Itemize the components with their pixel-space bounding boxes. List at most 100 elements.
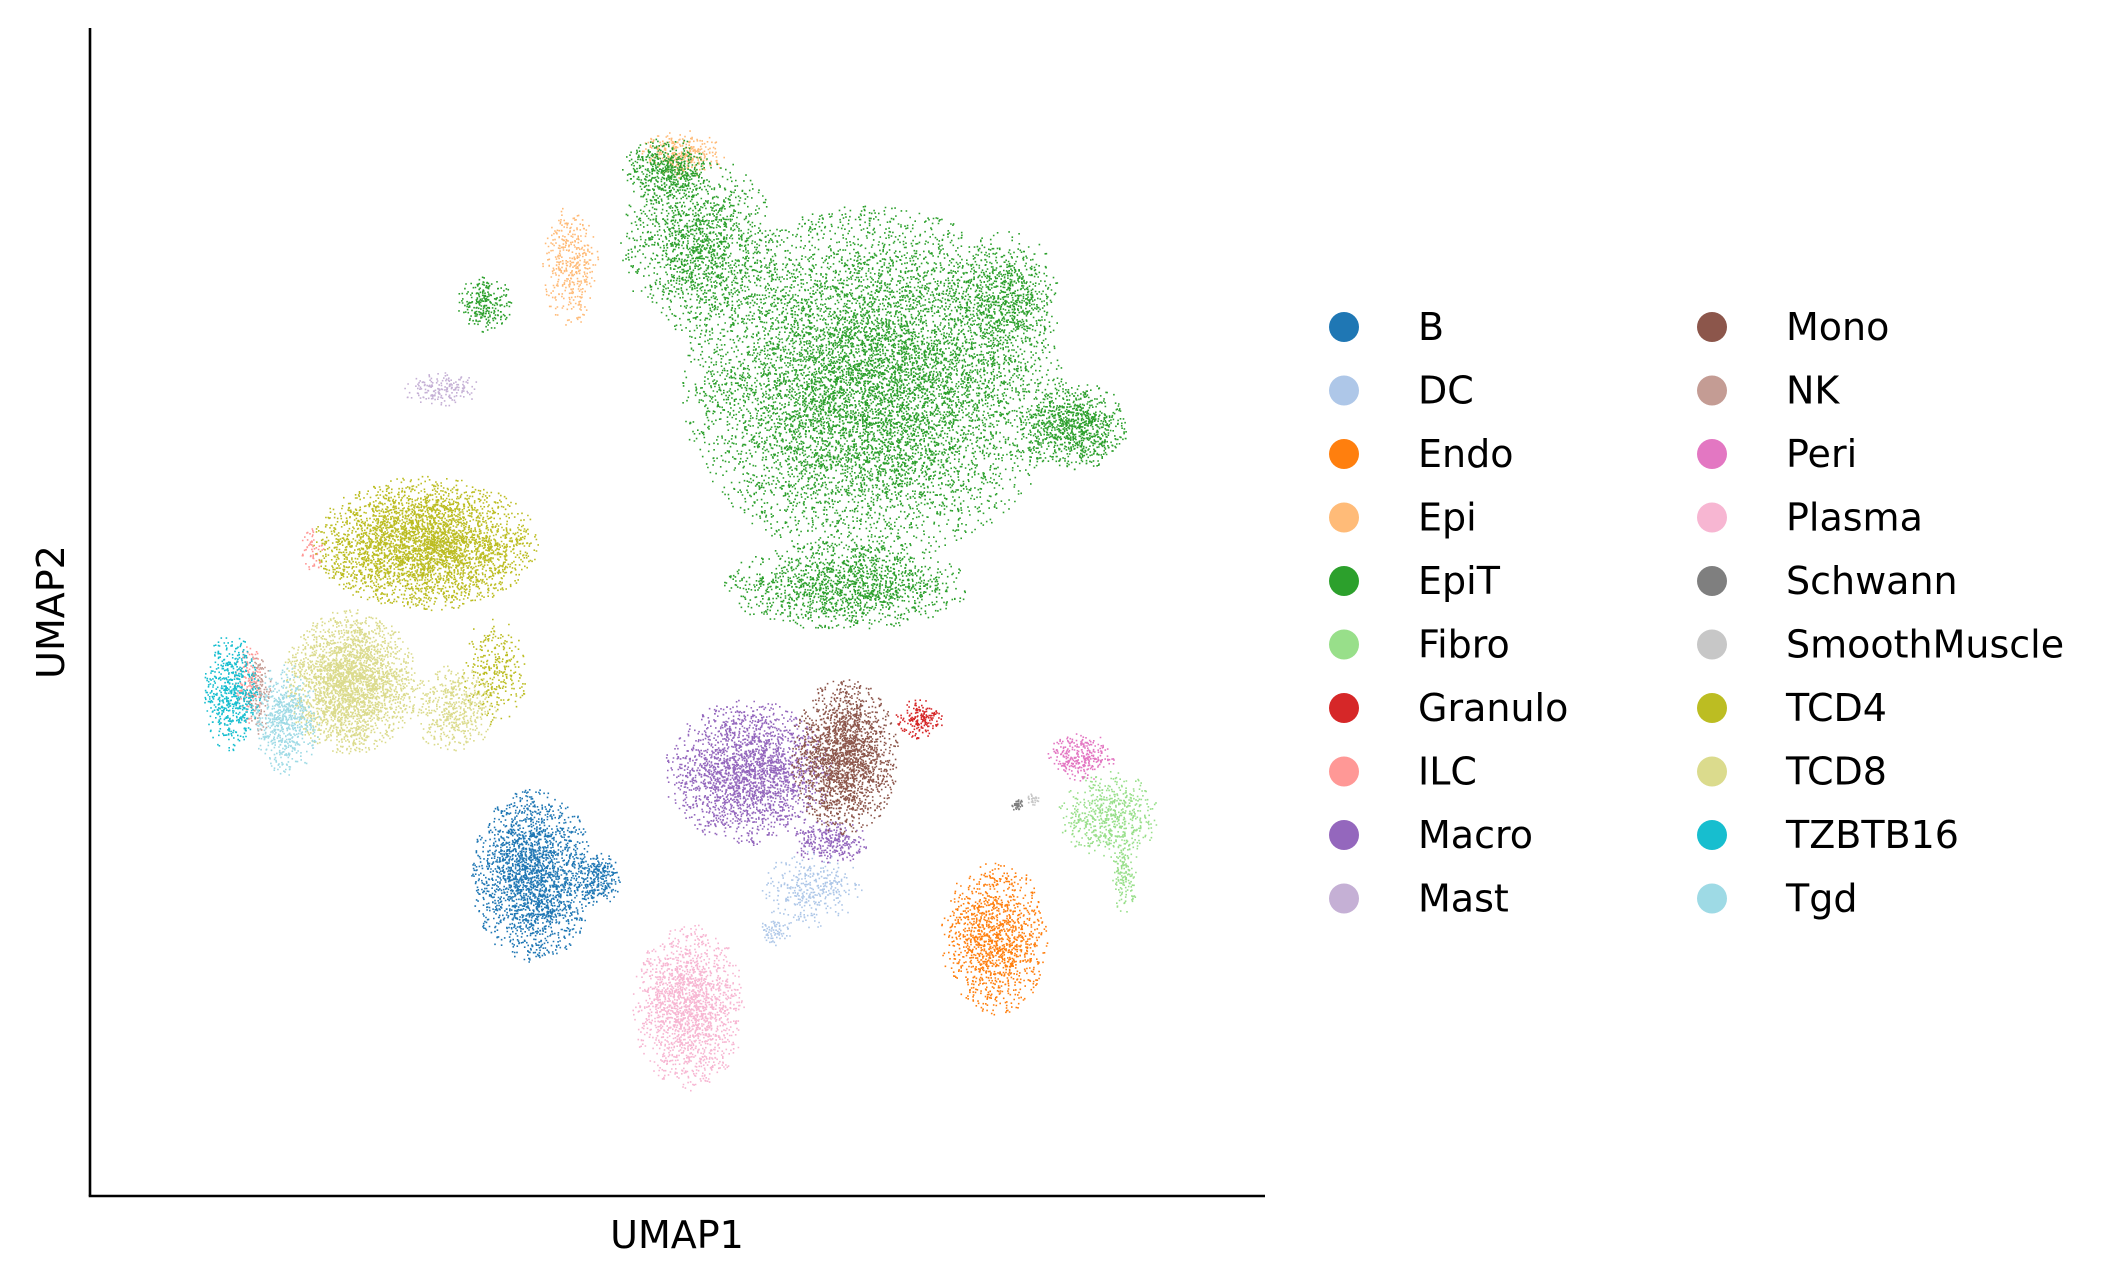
series-mast-points [404, 372, 478, 407]
legend-item-tcd8: TCD8 [1697, 750, 1887, 794]
legend-item-tgd: Tgd [1697, 877, 1857, 921]
legend-label-mono: Mono [1786, 305, 1889, 349]
point-cloud-tgd [252, 664, 321, 776]
legend-marker-tcd8 [1697, 756, 1727, 787]
legend-label-dc: DC [1418, 369, 1474, 413]
legend-label-plasma: Plasma [1786, 496, 1923, 540]
legend-marker-smoothmuscle [1697, 629, 1727, 660]
legend-label-fibro: Fibro [1418, 623, 1510, 667]
legend-item-macro: Macro [1329, 813, 1533, 857]
legend-marker-b [1329, 312, 1359, 342]
legend-item-epi: Epi [1329, 496, 1477, 540]
legend-label-ilc: ILC [1418, 750, 1477, 794]
point-cloud-granulo [895, 699, 943, 740]
legend-marker-ilc [1329, 756, 1359, 787]
series-endo-points [941, 862, 1049, 1016]
legend-marker-mast [1329, 883, 1359, 914]
legend: B DC Endo Epi EpiT Fibro Granulo ILC Macro Mast Mo… [1329, 305, 2064, 921]
legend-label-mast: Mast [1418, 877, 1509, 921]
legend-marker-epit [1329, 566, 1359, 596]
legend-label-tgd: Tgd [1785, 877, 1857, 921]
series-epi-points [542, 130, 725, 326]
series-dc-points [761, 850, 863, 947]
point-cloud-peri [1047, 733, 1115, 782]
legend-label-tcd8: TCD8 [1785, 750, 1887, 794]
point-cloud-mono [791, 679, 899, 836]
point-cloud-smoothmuscle [1027, 793, 1040, 806]
point-cloud-mast [404, 372, 478, 407]
legend-item-dc: DC [1329, 369, 1474, 413]
point-cloud-dc [761, 850, 863, 947]
series-b-points [471, 789, 621, 963]
series-mono-points [791, 679, 899, 836]
legend-item-fibro: Fibro [1329, 623, 1510, 667]
series-tzbtb16-points [204, 637, 261, 752]
legend-item-granulo: Granulo [1329, 686, 1568, 730]
series-schwann-points [1011, 799, 1024, 811]
legend-label-b: B [1418, 305, 1444, 349]
point-cloud-endo [941, 862, 1049, 1016]
legend-marker-epi [1329, 502, 1359, 533]
point-cloud-tcd4 [313, 475, 539, 726]
legend-marker-tcd4 [1697, 693, 1727, 723]
legend-item-mono: Mono [1697, 305, 1889, 349]
legend-item-epit: EpiT [1329, 559, 1501, 603]
legend-marker-dc [1329, 375, 1359, 406]
legend-item-peri: Peri [1697, 432, 1857, 476]
legend-label-epit: EpiT [1418, 559, 1501, 603]
legend-marker-granulo [1329, 693, 1359, 723]
legend-marker-schwann [1697, 566, 1727, 596]
series-smoothmuscle-points [1027, 793, 1040, 806]
point-cloud-ilc [234, 528, 325, 724]
legend-marker-tgd [1697, 883, 1727, 914]
legend-item-plasma: Plasma [1697, 496, 1923, 540]
point-cloud-epi [542, 130, 725, 326]
legend-item-b: B [1329, 305, 1444, 349]
series-peri-points [1047, 733, 1115, 782]
legend-item-tcd4: TCD4 [1697, 686, 1887, 730]
y-axis-title: UMAP2 [29, 545, 73, 679]
series-plasma-points [632, 924, 745, 1092]
point-cloud-macro [665, 699, 867, 864]
point-cloud-tcd8 [284, 609, 498, 755]
legend-marker-tzbtb16 [1697, 820, 1727, 850]
point-cloud-fibro [1058, 771, 1158, 913]
point-cloud-epit [458, 138, 1127, 630]
legend-label-endo: Endo [1418, 432, 1513, 476]
point-cloud-plasma [632, 924, 745, 1092]
legend-label-peri: Peri [1786, 432, 1857, 476]
series-fibro-points [1058, 771, 1158, 913]
legend-label-nk: NK [1786, 369, 1840, 413]
point-cloud-tzbtb16 [204, 637, 261, 752]
legend-item-schwann: Schwann [1697, 559, 1958, 603]
series-tcd4-points [313, 475, 539, 726]
series-granulo-points [895, 699, 943, 740]
series-tgd-points [252, 664, 321, 776]
legend-marker-macro [1329, 820, 1359, 850]
x-axis-title: UMAP1 [610, 1213, 744, 1257]
legend-label-tzbtb16: TZBTB16 [1785, 813, 1959, 857]
point-cloud-schwann [1011, 799, 1024, 811]
series-ilc-points [234, 528, 325, 724]
legend-item-tzbtb16: TZBTB16 [1697, 813, 1959, 857]
legend-label-macro: Macro [1418, 813, 1533, 857]
legend-item-nk: NK [1697, 369, 1840, 413]
legend-label-epi: Epi [1418, 496, 1477, 540]
legend-label-granulo: Granulo [1418, 686, 1568, 730]
legend-item-mast: Mast [1329, 877, 1509, 921]
scatter-points [204, 130, 1158, 1092]
legend-marker-mono [1697, 312, 1727, 342]
legend-item-endo: Endo [1329, 432, 1513, 476]
legend-marker-nk [1697, 375, 1727, 406]
series-epit-points [458, 138, 1127, 630]
point-cloud-b [471, 789, 621, 963]
legend-label-smoothmuscle: SmoothMuscle [1786, 623, 2064, 667]
legend-item-ilc: ILC [1329, 750, 1477, 794]
legend-marker-endo [1329, 439, 1359, 469]
legend-marker-plasma [1697, 502, 1727, 533]
series-tcd8-points [284, 609, 498, 755]
series-macro-points [665, 699, 867, 864]
legend-item-smoothmuscle: SmoothMuscle [1697, 623, 2064, 667]
legend-marker-peri [1697, 439, 1727, 469]
